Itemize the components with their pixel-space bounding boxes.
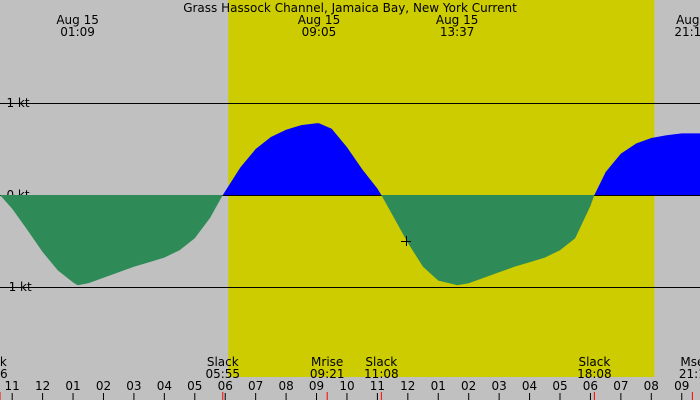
- x-tick-label: 02: [96, 379, 111, 393]
- event-time-label: 01:09: [60, 25, 95, 39]
- flood-area: [0, 123, 700, 195]
- x-tick-label: 01: [431, 379, 446, 393]
- event-time-label: 09:05: [302, 25, 337, 39]
- x-tick-label: 03: [491, 379, 506, 393]
- bottom-event-label: Slack: [365, 355, 397, 369]
- bottom-event-time: 09:21: [310, 367, 345, 381]
- bottom-event-label: Slack: [207, 355, 239, 369]
- bottom-event-time: 36: [0, 367, 8, 381]
- x-tick-label: 08: [644, 379, 659, 393]
- bottom-event-label: Mrise: [311, 355, 343, 369]
- x-tick-label: 01: [65, 379, 80, 393]
- x-tick-label: 06: [218, 379, 233, 393]
- x-tick-label: 09: [309, 379, 324, 393]
- event-time-label: 13:37: [440, 25, 475, 39]
- x-tick-label: 08: [278, 379, 293, 393]
- bottom-event-time: 05:55: [205, 367, 240, 381]
- event-date-label: Aug 15: [298, 13, 341, 27]
- x-tick-label: 07: [248, 379, 263, 393]
- event-date-label: Aug 15: [56, 13, 99, 27]
- x-tick-label: 04: [157, 379, 172, 393]
- x-tick-label: 02: [461, 379, 476, 393]
- bottom-event-time: 11:08: [364, 367, 399, 381]
- y-tick-label: -1 kt: [4, 280, 32, 294]
- event-time-label: 21:1: [674, 25, 700, 39]
- event-date-label: Aug 15: [436, 13, 479, 27]
- bottom-event-label: Slack: [578, 355, 610, 369]
- x-tick-label: 12: [35, 379, 50, 393]
- x-tick-label: 05: [552, 379, 567, 393]
- bottom-event-label: ck: [0, 355, 7, 369]
- x-tick-label: 07: [613, 379, 628, 393]
- x-tick-label: 11: [370, 379, 385, 393]
- x-tick-label: 12: [400, 379, 415, 393]
- ebb-area: [0, 195, 700, 286]
- x-tick-label: 09: [674, 379, 689, 393]
- event-date-label: Aug: [676, 13, 699, 27]
- x-tick-label: 04: [522, 379, 537, 393]
- y-tick-label: 1 kt: [6, 96, 29, 110]
- bottom-event-time: 18:08: [577, 367, 612, 381]
- x-tick-label: 03: [126, 379, 141, 393]
- bottom-event-time: 21:1: [679, 367, 700, 381]
- x-tick-label: 10: [339, 379, 354, 393]
- bottom-event-label: Mse: [680, 355, 700, 369]
- chart-title: Grass Hassock Channel, Jamaica Bay, New …: [183, 1, 517, 15]
- x-tick-label: 11: [5, 379, 20, 393]
- x-tick-label: 06: [583, 379, 598, 393]
- x-tick-label: 05: [187, 379, 202, 393]
- crosshair-cursor: [401, 236, 411, 246]
